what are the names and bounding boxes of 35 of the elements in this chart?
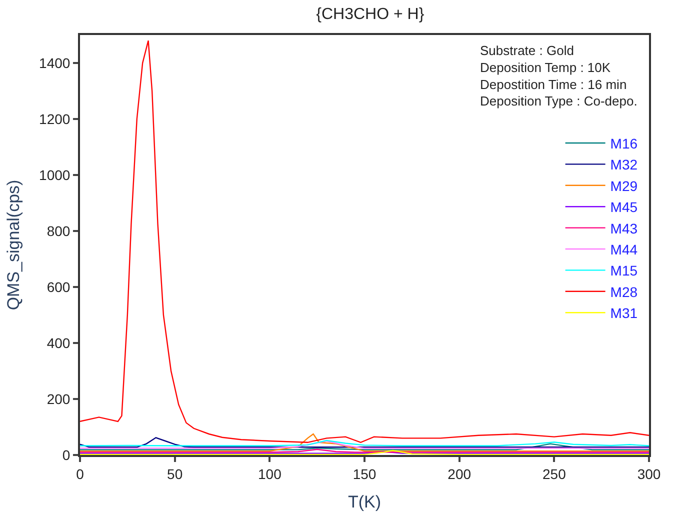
legend-label: M28	[610, 284, 638, 300]
annotation: Substrate : Gold	[480, 43, 574, 58]
line-series	[80, 40, 649, 443]
line-series	[80, 433, 649, 452]
legend-label: M16	[610, 135, 638, 152]
legend-label: M45	[610, 199, 638, 216]
x-tick-label: 100	[258, 466, 282, 482]
x-tick-label: 50	[167, 466, 183, 482]
x-tick-label: 200	[448, 466, 472, 482]
legend-label: M15	[610, 262, 638, 279]
legend-label: M44	[610, 241, 638, 258]
x-tick-label: 300	[637, 466, 661, 482]
line-series	[80, 437, 649, 448]
x-tick-label: 150	[352, 466, 376, 482]
y-tick-label: 800	[46, 222, 70, 239]
x-tick-label: 0	[76, 466, 84, 482]
annotation: Depostition Time : 16 min	[480, 76, 627, 92]
annotation: Deposition Type : Co-depo.	[480, 94, 638, 109]
x-tick-label: 250	[542, 466, 566, 482]
chart-title: {CH3CHO + H}	[316, 6, 425, 24]
annotation: Deposition Temp : 10K	[480, 60, 611, 75]
legend-label: M31	[610, 305, 638, 322]
y-tick-label: 0	[62, 446, 70, 463]
y-axis-title: QMS_signal(cps)	[4, 180, 24, 310]
legend-label: M43	[610, 220, 638, 236]
y-tick-label: 600	[46, 278, 70, 295]
y-tick-label: 1200	[39, 110, 70, 127]
legend-label: M29	[610, 178, 638, 194]
y-tick-label: 1400	[39, 54, 70, 71]
y-tick-label: 400	[46, 334, 70, 351]
x-axis-title: T(K)	[348, 492, 382, 512]
line-series	[80, 440, 649, 449]
legend-label: M32	[610, 156, 638, 173]
y-tick-label: 200	[46, 390, 70, 407]
y-tick-label: 1000	[39, 166, 70, 183]
